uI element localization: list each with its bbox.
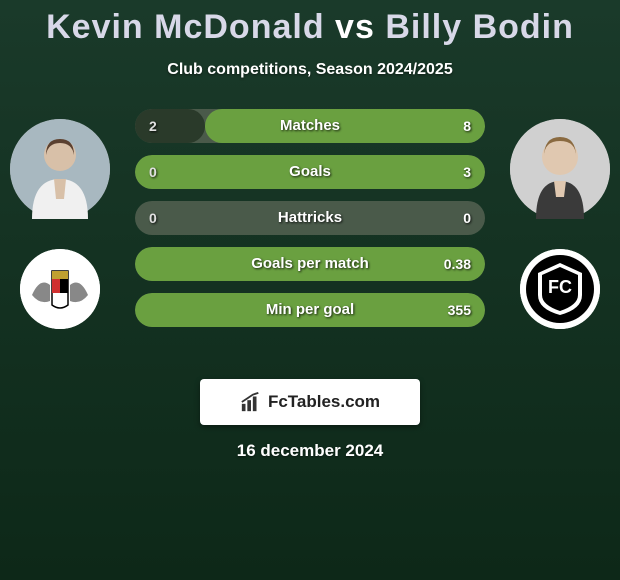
- player2-club-badge: FC: [520, 249, 600, 329]
- stat-row: 00Hattricks: [135, 201, 485, 235]
- stat-label: Matches: [135, 109, 485, 143]
- chart-icon: [240, 391, 262, 413]
- player1-avatar: [10, 119, 110, 219]
- stat-row: 28Matches: [135, 109, 485, 143]
- stat-row: 355Min per goal: [135, 293, 485, 327]
- stat-label: Min per goal: [135, 293, 485, 327]
- stat-row: 0.38Goals per match: [135, 247, 485, 281]
- stat-row: 03Goals: [135, 155, 485, 189]
- stat-label: Hattricks: [135, 201, 485, 235]
- branding-text: FcTables.com: [268, 392, 380, 412]
- subtitle: Club competitions, Season 2024/2025: [0, 61, 620, 79]
- stat-label: Goals per match: [135, 247, 485, 281]
- player1-name: Kevin McDonald: [46, 8, 324, 46]
- player1-club-badge: [20, 249, 100, 329]
- date-text: 16 december 2024: [0, 441, 620, 461]
- player2-avatar: [510, 119, 610, 219]
- page-title: Kevin McDonald vs Billy Bodin: [0, 0, 620, 47]
- stat-bars: 28Matches 03Goals 00Hattricks 0.38Goals per…: [135, 109, 485, 339]
- branding-box: FcTables.com: [200, 379, 420, 425]
- svg-text:FC: FC: [548, 277, 572, 297]
- comparison-panel: FC 28Matches 03Goals 00Hattricks 0.38Goals …: [0, 109, 620, 349]
- player2-name: Billy Bodin: [385, 8, 574, 46]
- stat-label: Goals: [135, 155, 485, 189]
- vs-separator: vs: [335, 8, 375, 46]
